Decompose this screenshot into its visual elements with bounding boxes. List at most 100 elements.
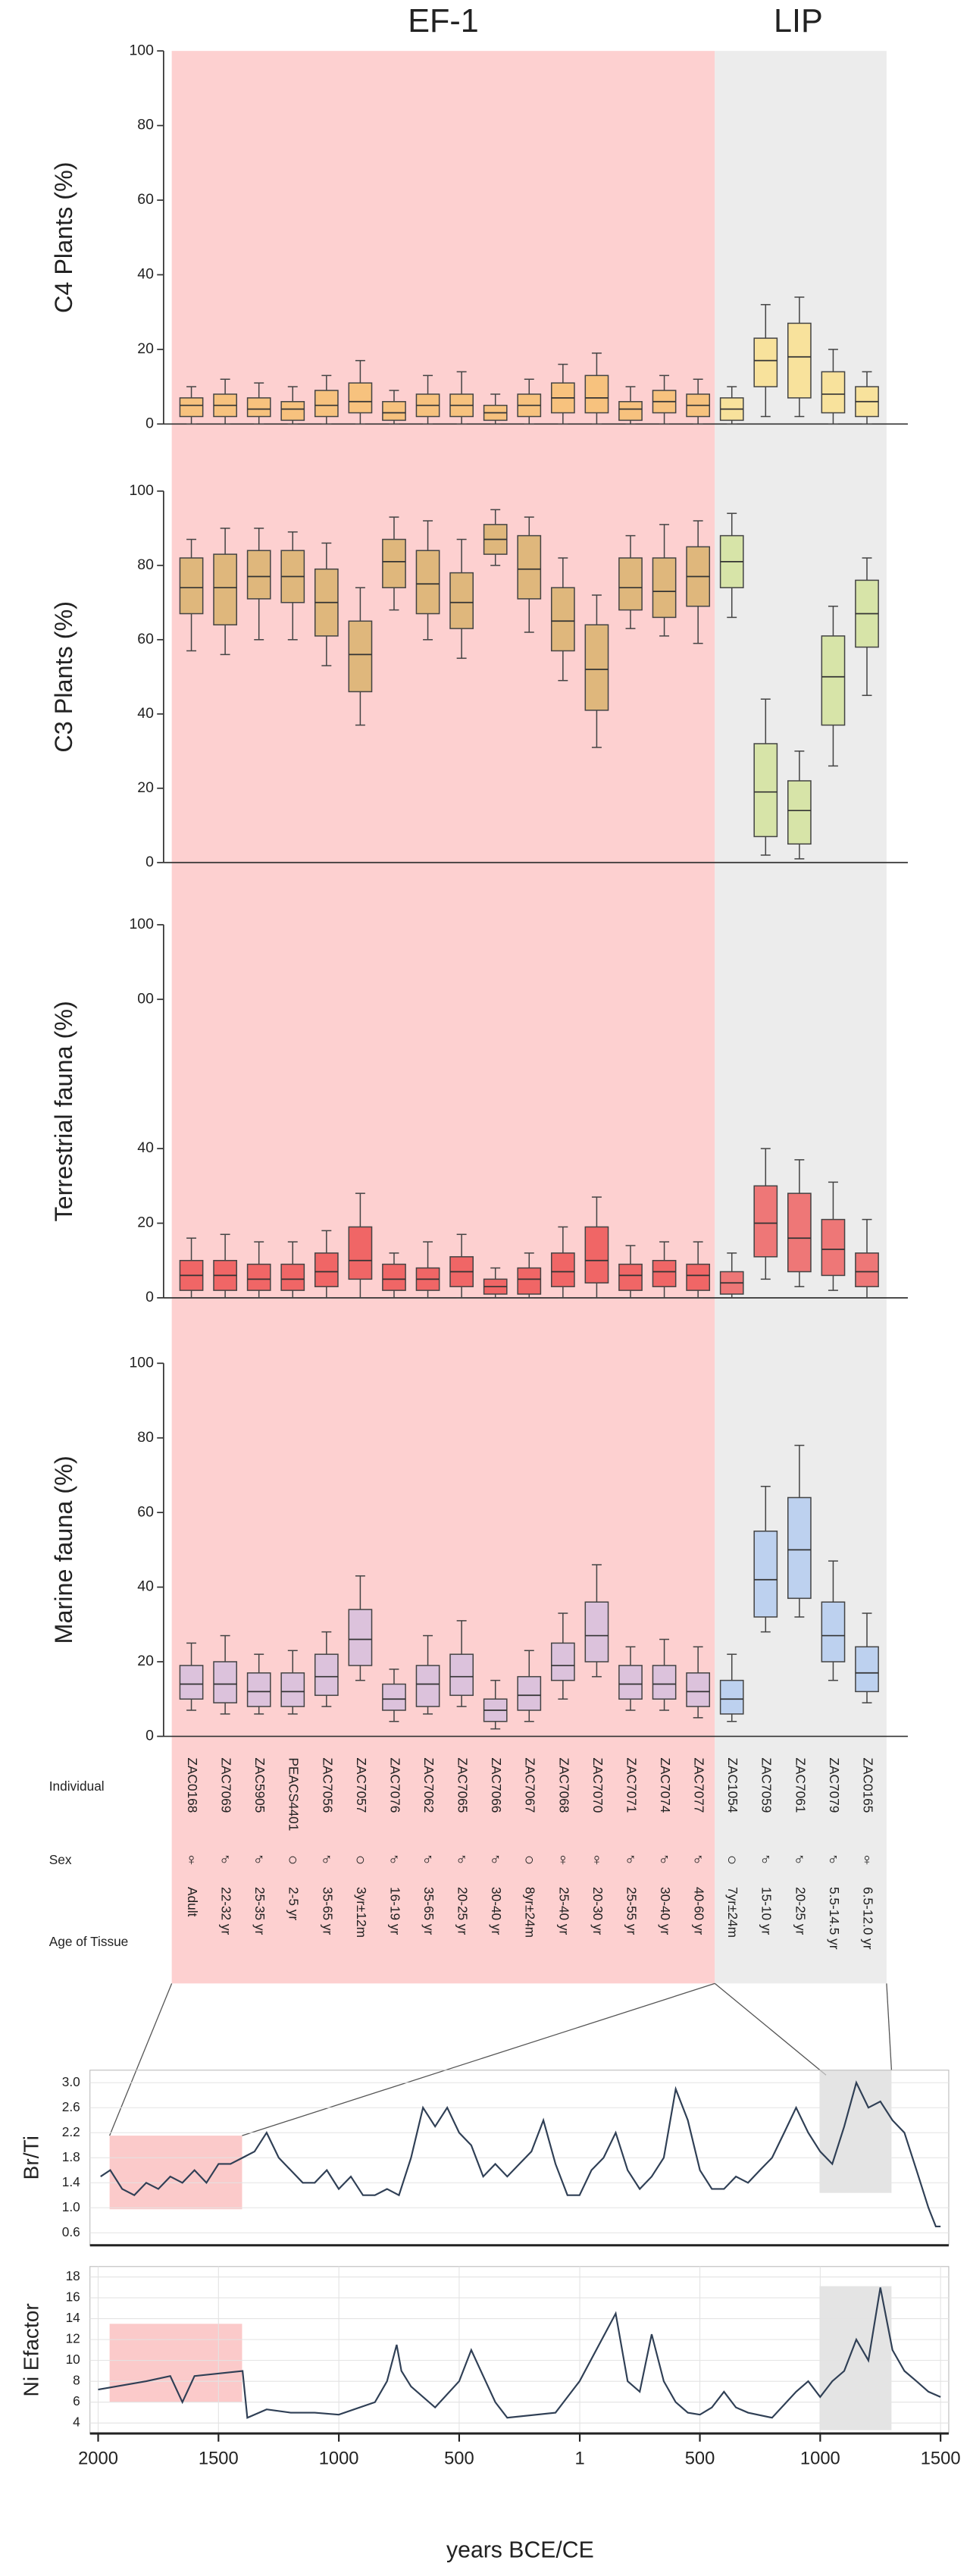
individual-id: ZAC7061 — [793, 1757, 808, 1813]
box — [753, 337, 778, 387]
individual-id: PEACS4401 — [286, 1757, 302, 1831]
age: 20-25 yr — [793, 1887, 808, 1935]
box — [753, 743, 778, 838]
individual-id: ZAC7071 — [624, 1757, 639, 1813]
x-tick-label: 2000 — [78, 2449, 118, 2469]
sex: ♂ — [388, 1850, 400, 1869]
box — [348, 382, 373, 414]
sex: ♀ — [557, 1850, 569, 1869]
y-tick-label: 20 — [137, 340, 154, 357]
y-tick-label: 1.4 — [62, 2174, 80, 2189]
box — [246, 1263, 271, 1291]
box — [618, 401, 643, 421]
sex: ♀ — [861, 1850, 873, 1869]
box — [719, 1679, 744, 1715]
individual-id: ZAC7076 — [387, 1757, 402, 1813]
y-tick-label: 40 — [137, 1578, 154, 1595]
box — [314, 390, 339, 418]
age: Adult — [185, 1887, 200, 1917]
y-tick-label: 20 — [137, 1653, 154, 1669]
age: 7yr±24m — [725, 1887, 740, 1938]
box — [348, 620, 373, 693]
individual-id: ZAC7066 — [489, 1757, 504, 1813]
individual-id: ZAC7077 — [692, 1757, 707, 1813]
sex: ♂ — [827, 1850, 839, 1869]
sex: ♂ — [793, 1850, 806, 1869]
age: 20-30 yr — [590, 1887, 605, 1935]
box — [179, 557, 204, 615]
box — [821, 635, 846, 726]
individual-id: ZAC0165 — [860, 1757, 875, 1813]
individual-id: ZAC7070 — [590, 1757, 605, 1813]
box — [449, 1653, 474, 1697]
y-tick-label: 80 — [137, 556, 154, 573]
box — [246, 550, 271, 600]
box — [787, 1496, 812, 1600]
age: 30-40 yr — [489, 1887, 504, 1935]
ef1-shade — [171, 51, 715, 1984]
ef1-highlight — [109, 2324, 242, 2402]
individual-id: ZAC7067 — [523, 1757, 538, 1813]
box — [787, 322, 812, 399]
sex: ♂ — [219, 1850, 231, 1869]
y-axis-label: C3 Plants (%) — [50, 601, 77, 753]
sex: ♂ — [759, 1850, 771, 1869]
y-axis-label: Br/Ti — [20, 2136, 43, 2180]
box — [348, 1609, 373, 1666]
sex: ○ — [727, 1850, 737, 1869]
individual-id: ZAC7069 — [219, 1757, 234, 1813]
row-label: Individual — [49, 1778, 105, 1794]
region-label: EF-1 — [408, 3, 479, 39]
individual-id: ZAC7059 — [759, 1757, 774, 1813]
y-tick-label: 60 — [137, 631, 154, 647]
connectors — [109, 1982, 893, 2136]
y-tick-label: 6 — [73, 2393, 80, 2408]
lip-highlight — [819, 2070, 892, 2193]
y-axis-label: Ni Efactor — [20, 2303, 43, 2396]
data-line — [100, 2080, 941, 2227]
x-tick-label: 1000 — [800, 2449, 840, 2469]
y-tick-label: 0 — [146, 1728, 154, 1744]
y-tick-label: 100 — [130, 482, 155, 499]
x-axis-label: years BCE/CE — [446, 2537, 594, 2562]
age: 25-55 yr — [624, 1887, 639, 1935]
box — [517, 1267, 542, 1295]
y-tick-label: 60 — [137, 191, 154, 208]
box — [213, 553, 237, 625]
box — [618, 1263, 643, 1291]
box — [787, 1192, 812, 1273]
box — [550, 1642, 575, 1681]
box — [753, 1530, 778, 1618]
sex: ○ — [355, 1850, 365, 1869]
age: 5.5-14.5 yr — [827, 1887, 842, 1950]
box — [652, 557, 677, 619]
individual-id: ZAC7068 — [556, 1757, 571, 1813]
sex: ♂ — [321, 1850, 333, 1869]
box — [753, 1185, 778, 1258]
box — [449, 572, 474, 629]
individual-id: ZAC5905 — [252, 1757, 268, 1813]
sex: ♂ — [421, 1850, 433, 1869]
y-tick-label: 2.2 — [62, 2124, 80, 2139]
box — [213, 1661, 237, 1703]
age: 22-32 yr — [219, 1887, 234, 1935]
individual-id: ZAC7057 — [354, 1757, 369, 1813]
box — [382, 538, 406, 588]
box — [517, 1675, 542, 1711]
age: 30-40 yr — [658, 1887, 673, 1935]
individual-id: ZAC7056 — [320, 1757, 335, 1813]
age: 25-40 yr — [556, 1887, 571, 1935]
age: 40-60 yr — [692, 1887, 707, 1935]
box — [686, 1672, 711, 1707]
x-tick-label: 500 — [685, 2449, 715, 2469]
y-tick-label: 40 — [137, 266, 154, 283]
individual-id: ZAC7062 — [421, 1757, 436, 1813]
y-tick-label: 4 — [73, 2415, 80, 2430]
sex: ♂ — [253, 1850, 265, 1869]
sex: ○ — [524, 1850, 534, 1869]
age: 25-35 yr — [252, 1887, 268, 1935]
row-label: Age of Tissue — [49, 1934, 129, 1949]
age: 16-19 yr — [387, 1887, 402, 1935]
box — [550, 1252, 575, 1287]
